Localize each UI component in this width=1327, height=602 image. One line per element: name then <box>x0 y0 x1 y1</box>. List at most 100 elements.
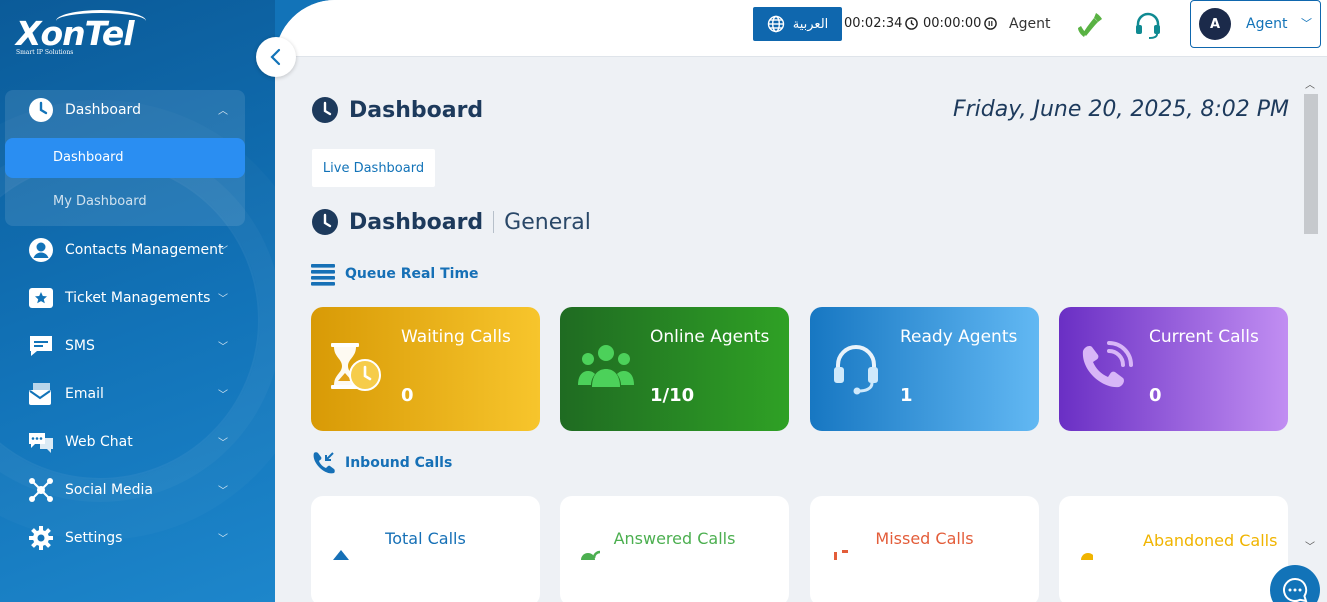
message-icon <box>28 333 54 359</box>
phone-ringing-icon <box>1082 341 1133 388</box>
language-switch-button[interactable]: العربية <box>753 7 842 41</box>
card-label: Online Agents <box>650 327 770 347</box>
chat-bubbles-icon <box>28 429 54 455</box>
users-group-icon <box>578 345 634 387</box>
logo[interactable]: XonTel Smart IP Solutions <box>16 10 146 56</box>
user-menu[interactable]: A Agent ﹀ <box>1190 0 1321 48</box>
card-label: Total Calls <box>385 529 466 548</box>
phone-icon[interactable] <box>1076 11 1106 45</box>
ready-agents-card[interactable]: Ready Agents 1 <box>810 307 1039 431</box>
sidebar-item-dashboard[interactable]: Dashboard ︿ <box>28 96 238 124</box>
section-title-text: Dashboard <box>349 209 484 235</box>
ticket-star-icon <box>28 285 54 311</box>
logo-swoosh <box>56 10 146 32</box>
sidebar-item-web-chat[interactable]: Web Chat ﹀ <box>28 428 238 456</box>
sidebar-item-social-media[interactable]: Social Media ﹀ <box>28 476 238 504</box>
sidebar-item-label: Email <box>65 386 104 402</box>
chevron-down-icon: ﹀ <box>218 246 228 257</box>
clock-icon <box>312 209 338 235</box>
sidebar-item-sms[interactable]: SMS ﹀ <box>28 332 238 360</box>
live-dashboard-button[interactable]: Live Dashboard <box>312 149 435 187</box>
chevron-down-icon: ﹀ <box>218 390 228 401</box>
sidebar-item-label: Social Media <box>65 482 154 498</box>
chevron-down-icon: ﹀ <box>218 294 228 305</box>
avatar: A <box>1199 8 1231 40</box>
chevron-left-icon <box>270 48 281 66</box>
sidebar-item-settings[interactable]: Settings ﹀ <box>28 524 238 552</box>
sidebar-item-email[interactable]: Email ﹀ <box>28 380 238 408</box>
section-subtitle: General <box>504 209 591 235</box>
card-value: 0 <box>401 385 414 406</box>
main-scrollbar[interactable]: ︿ ﹀ <box>1300 76 1322 556</box>
card-value: 1/10 <box>650 385 695 406</box>
sidebar-item-label: Ticket Managements <box>65 290 211 306</box>
card-value: 0 <box>1149 385 1162 406</box>
inbound-calls-heading: Inbound Calls <box>311 451 452 475</box>
sidebar-item-label: SMS <box>65 338 95 354</box>
chat-widget-button[interactable] <box>1270 565 1320 602</box>
pause-icon <box>984 17 998 30</box>
card-label: Current Calls <box>1149 327 1259 347</box>
scroll-down-icon[interactable]: ﹀ <box>1305 542 1315 553</box>
agent-role: Agent <box>1009 16 1051 32</box>
inbound-heading-text: Inbound Calls <box>345 455 453 471</box>
card-label: Ready Agents <box>900 327 1018 347</box>
missed-calls-card[interactable]: Missed Calls <box>810 496 1039 602</box>
answered-calls-card[interactable]: Answered Calls <box>560 496 789 602</box>
queue-real-time-heading: Queue Real Time <box>311 262 479 286</box>
page-title-text: Dashboard <box>349 97 484 123</box>
gear-icon <box>28 525 54 551</box>
clock-icon <box>312 97 338 123</box>
scroll-thumb[interactable] <box>1304 94 1318 234</box>
email-icon <box>28 381 54 407</box>
abandoned-call-icon <box>1081 553 1093 560</box>
logo-tagline: Smart IP Solutions <box>16 49 74 56</box>
headset-icon[interactable] <box>1133 10 1163 44</box>
sidebar-item-contacts-management[interactable]: Contacts Management ﹀ <box>28 236 238 264</box>
sidebar-subitem-my-dashboard[interactable]: My Dashboard <box>53 194 147 209</box>
top-bar: العربية 00:02:34 00:00:00 Agent A Agent … <box>275 0 1327 57</box>
chevron-down-icon: ﹀ <box>218 342 228 353</box>
call-timer-value: 00:02:34 <box>844 16 903 31</box>
scroll-up-icon[interactable]: ︿ <box>1305 80 1315 91</box>
chevron-down-icon: ﹀ <box>218 534 228 545</box>
chat-bubble-icon <box>1283 577 1308 602</box>
chevron-down-icon: ﹀ <box>218 486 228 497</box>
clock-icon <box>905 17 919 30</box>
sidebar-item-label: Dashboard <box>65 102 141 118</box>
section-title: Dashboard General <box>311 208 591 236</box>
sidebar-item-label: Contacts Management <box>65 242 224 258</box>
list-icon <box>311 264 335 286</box>
chevron-down-icon: ﹀ <box>218 438 228 449</box>
language-label: العربية <box>792 16 829 32</box>
page-title: Dashboard <box>311 96 483 124</box>
sidebar-collapse-button[interactable] <box>256 37 296 77</box>
sidebar-item-ticket-managements[interactable]: Ticket Managements ﹀ <box>28 284 238 312</box>
call-answered-icon <box>581 550 601 560</box>
main-panel: العربية 00:02:34 00:00:00 Agent A Agent … <box>275 0 1327 602</box>
card-label: Missed Calls <box>875 529 974 548</box>
missed-call-icon <box>834 550 848 560</box>
incoming-call-icon <box>313 452 335 474</box>
pause-timer: 00:00:00 <box>923 16 998 31</box>
waiting-calls-card[interactable]: Waiting Calls 0 <box>311 307 540 431</box>
abandoned-calls-card[interactable]: Abandoned Calls <box>1059 496 1288 602</box>
sidebar: XonTel Smart IP Solutions Dashboard ︿ Da… <box>0 0 275 602</box>
card-value: 1 <box>900 385 913 406</box>
current-calls-card[interactable]: Current Calls 0 <box>1059 307 1288 431</box>
card-label: Abandoned Calls <box>1143 531 1278 550</box>
sidebar-subitem-dashboard[interactable]: Dashboard <box>5 138 245 178</box>
globe-icon <box>767 15 784 33</box>
divider <box>493 211 495 233</box>
network-icon <box>28 477 54 503</box>
card-label: Answered Calls <box>613 529 736 548</box>
chevron-down-icon: ﹀ <box>1301 17 1312 30</box>
hourglass-clock-icon <box>331 343 381 391</box>
current-datetime: Friday, June 20, 2025, 8:02 PM <box>952 97 1289 122</box>
chevron-up-icon: ︿ <box>218 106 228 117</box>
online-agents-card[interactable]: Online Agents 1/10 <box>560 307 789 431</box>
user-circle-icon <box>28 237 54 263</box>
pause-timer-value: 00:00:00 <box>923 16 982 31</box>
total-calls-card[interactable]: Total Calls <box>311 496 540 602</box>
phone-icon <box>333 550 349 560</box>
